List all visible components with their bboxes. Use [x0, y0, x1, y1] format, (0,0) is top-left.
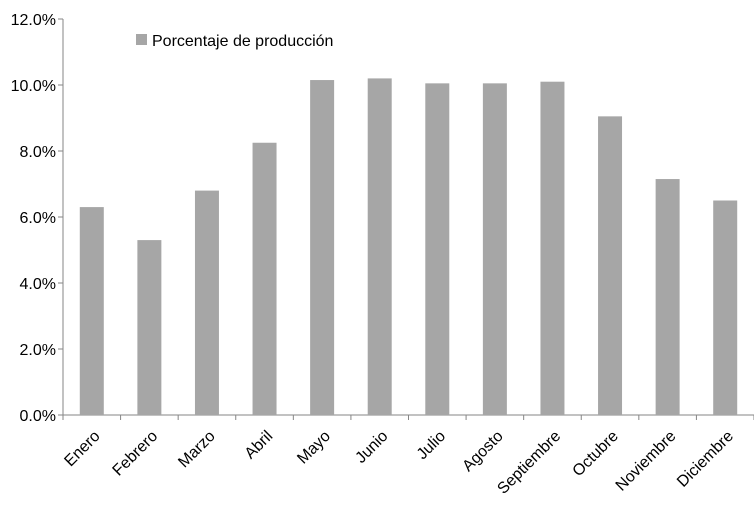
x-tick-label: Octubre [570, 428, 622, 480]
x-tick-label: Mayo [294, 428, 334, 468]
legend: Porcentaje de producción [136, 33, 333, 50]
x-tick-label: Noviembre [613, 428, 680, 495]
bar-diciembre [713, 200, 738, 415]
bar-febrero [137, 240, 162, 415]
y-axis-tick-labels: 0.0% 2.0% 4.0% 6.0% 8.0% 10.0% 12.0% [11, 12, 56, 425]
x-tick-label: Abril [242, 428, 277, 463]
bar-mayo [310, 80, 335, 416]
bar-agosto [482, 83, 507, 415]
x-tick-label: Marzo [175, 428, 219, 472]
y-tick-label: 4.0% [20, 276, 56, 293]
chart-axes [58, 18, 754, 420]
x-tick-label: Julio [414, 428, 449, 463]
bar-noviembre [655, 179, 680, 415]
y-tick-label: 12.0% [11, 12, 56, 29]
bar-octubre [598, 116, 623, 415]
legend-label: Porcentaje de producción [152, 33, 333, 50]
legend-swatch [136, 34, 147, 45]
bar-julio [425, 83, 450, 415]
bar-marzo [194, 190, 219, 415]
x-tick-label: Enero [61, 428, 103, 470]
x-tick-label: Agosto [459, 428, 506, 475]
y-tick-label: 10.0% [11, 78, 56, 95]
bar-septiembre [540, 81, 565, 415]
x-tick-label: Febrero [110, 428, 162, 480]
x-axis-tick-labels: Enero Febrero Marzo Abril Mayo Junio Julio Agos… [61, 428, 737, 498]
y-tick-label: 2.0% [20, 342, 56, 359]
y-tick-label: 8.0% [20, 144, 56, 161]
bar-enero [79, 207, 104, 415]
x-tick-label: Diciembre [674, 428, 737, 491]
bar-series [79, 78, 738, 416]
y-tick-label: 6.0% [20, 210, 56, 227]
y-tick-label: 0.0% [20, 408, 56, 425]
bar-junio [367, 78, 392, 416]
bar-abril [252, 142, 277, 415]
x-tick-label: Junio [352, 428, 391, 467]
